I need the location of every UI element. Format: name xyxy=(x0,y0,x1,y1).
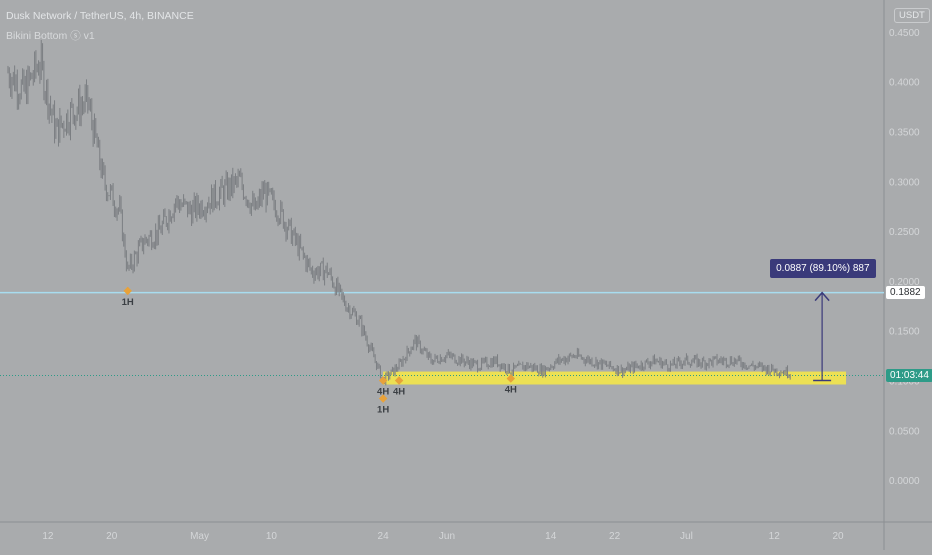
x-tick-label: 24 xyxy=(378,531,390,542)
y-tick-label: 0.1500 xyxy=(889,327,920,338)
measure-arrow-head xyxy=(814,291,830,302)
signal-marker xyxy=(378,394,388,403)
y-tick-label: 0.2500 xyxy=(889,227,920,238)
currency-badge[interactable]: USDT xyxy=(894,8,930,23)
y-tick-label: 0.3000 xyxy=(889,177,920,188)
x-tick-label: 22 xyxy=(609,531,621,542)
x-tick-label: 12 xyxy=(769,531,781,542)
x-tick-label: 20 xyxy=(833,531,845,542)
x-tick-label: 12 xyxy=(42,531,54,542)
support-zone xyxy=(383,371,847,385)
measure-label: 0.0887 (89.10%) 887 xyxy=(770,258,876,278)
signal-label: 4H xyxy=(505,385,517,396)
y-tick-label: 0.0500 xyxy=(889,426,920,437)
signal-marker xyxy=(506,374,516,383)
current-price-tag: 01:03:44 xyxy=(886,368,932,382)
symbol-title: Dusk Network / TetherUS, 4h, BINANCE xyxy=(6,10,194,22)
x-tick-label: 14 xyxy=(545,531,557,542)
signal-label: 4H xyxy=(377,387,389,398)
y-tick-label: 0.1000 xyxy=(889,377,920,388)
signal-label: 1H xyxy=(377,404,389,415)
y-tick-label: 0.0000 xyxy=(889,476,920,487)
indicator-title: Bikini Bottom ⓢ v1 xyxy=(6,30,95,42)
y-tick-label: 0.4000 xyxy=(889,78,920,89)
signal-label: 4H xyxy=(393,387,405,398)
signal-marker xyxy=(394,376,404,385)
target-price-tag: 0.1882 xyxy=(886,285,925,299)
x-tick-label: Jul xyxy=(680,531,693,542)
x-tick-label: Jun xyxy=(439,531,455,542)
signal-marker xyxy=(123,286,132,296)
y-tick-label: 0.2000 xyxy=(889,277,920,288)
y-tick-label: 0.3500 xyxy=(889,128,920,139)
signal-marker xyxy=(378,376,388,385)
x-tick-label: 10 xyxy=(266,531,278,542)
signal-label: 1H xyxy=(122,297,134,308)
x-tick-label: May xyxy=(190,531,209,542)
x-tick-label: 20 xyxy=(106,531,118,542)
y-tick-label: 0.4500 xyxy=(889,28,920,39)
